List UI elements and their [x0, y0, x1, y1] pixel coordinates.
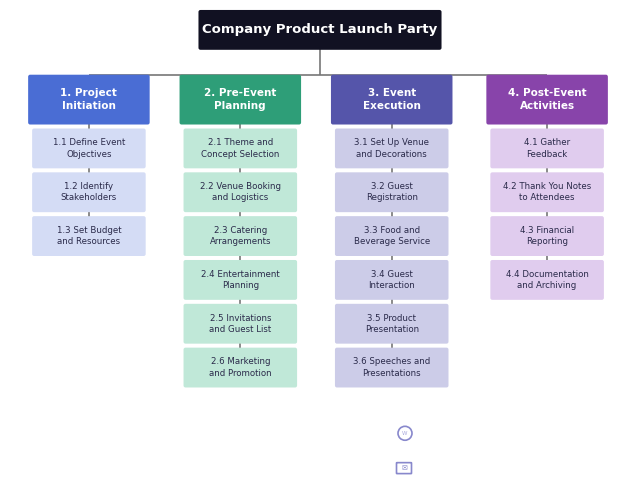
FancyBboxPatch shape — [184, 304, 297, 344]
Text: 2.2 Venue Booking
and Logistics: 2.2 Venue Booking and Logistics — [200, 182, 281, 202]
Text: 3.3 Food and
Beverage Service: 3.3 Food and Beverage Service — [353, 226, 430, 247]
Text: 2.3 Catering
Arrangements: 2.3 Catering Arrangements — [209, 226, 271, 247]
FancyBboxPatch shape — [184, 260, 297, 300]
FancyBboxPatch shape — [335, 172, 449, 212]
Text: 4. Post-Event
Activities: 4. Post-Event Activities — [508, 88, 586, 111]
FancyBboxPatch shape — [490, 172, 604, 212]
Text: 2.5 Invitations
and Guest List: 2.5 Invitations and Guest List — [209, 313, 271, 334]
Text: 4.2 Thank You Notes
to Attendees: 4.2 Thank You Notes to Attendees — [503, 182, 591, 202]
FancyBboxPatch shape — [490, 216, 604, 256]
Text: 4.1 Gather
Feedback: 4.1 Gather Feedback — [524, 138, 570, 158]
Text: 4.4 Documentation
and Archiving: 4.4 Documentation and Archiving — [506, 270, 589, 290]
FancyBboxPatch shape — [335, 304, 449, 344]
FancyBboxPatch shape — [335, 260, 449, 300]
Text: 2.1 Theme and
Concept Selection: 2.1 Theme and Concept Selection — [201, 138, 280, 158]
Text: 3.5 Product
Presentation: 3.5 Product Presentation — [365, 313, 419, 334]
FancyBboxPatch shape — [184, 216, 297, 256]
Text: Company Product Launch Party: Company Product Launch Party — [202, 23, 438, 37]
Text: vocation: vocation — [568, 472, 612, 482]
Text: 1.3 Set Budget
and Resources: 1.3 Set Budget and Resources — [56, 226, 121, 247]
Text: 1. Project
Initiation: 1. Project Initiation — [60, 88, 117, 111]
FancyBboxPatch shape — [331, 75, 452, 125]
FancyBboxPatch shape — [335, 129, 449, 168]
Text: 1.1 Define Event
Objectives: 1.1 Define Event Objectives — [52, 138, 125, 158]
FancyBboxPatch shape — [32, 216, 146, 256]
Text: 2.6 Marketing
and Promotion: 2.6 Marketing and Promotion — [209, 357, 271, 378]
FancyBboxPatch shape — [198, 10, 442, 50]
Text: 3.1 Set Up Venue
and Decorations: 3.1 Set Up Venue and Decorations — [354, 138, 429, 158]
Text: 2. Pre-Event
Planning: 2. Pre-Event Planning — [204, 88, 276, 111]
Text: ✉: ✉ — [402, 465, 408, 471]
Text: 2.4 Entertainment
Planning: 2.4 Entertainment Planning — [201, 270, 280, 290]
FancyBboxPatch shape — [180, 75, 301, 125]
FancyBboxPatch shape — [486, 75, 608, 125]
FancyBboxPatch shape — [184, 129, 297, 168]
Text: 1.2 Identify
Stakeholders: 1.2 Identify Stakeholders — [61, 182, 117, 202]
Text: 3. Event
Execution: 3. Event Execution — [363, 88, 420, 111]
Text: W: W — [403, 431, 408, 436]
Text: Company Product Launch Party: Company Product Launch Party — [18, 440, 350, 458]
Text: 4.3 Financial
Reporting: 4.3 Financial Reporting — [520, 226, 574, 247]
FancyBboxPatch shape — [32, 129, 146, 168]
FancyBboxPatch shape — [184, 172, 297, 212]
FancyBboxPatch shape — [335, 347, 449, 388]
FancyBboxPatch shape — [184, 347, 297, 388]
FancyBboxPatch shape — [490, 260, 604, 300]
FancyBboxPatch shape — [490, 129, 604, 168]
Text: 3.2 Guest
Registration: 3.2 Guest Registration — [365, 182, 418, 202]
Text: www.vocation.com: www.vocation.com — [419, 428, 511, 438]
FancyBboxPatch shape — [28, 75, 150, 125]
FancyBboxPatch shape — [335, 216, 449, 256]
FancyBboxPatch shape — [32, 172, 146, 212]
Text: 3.6 Speeches and
Presentations: 3.6 Speeches and Presentations — [353, 357, 430, 378]
Text: 3.4 Guest
Interaction: 3.4 Guest Interaction — [369, 270, 415, 290]
Text: info@vocation.com: info@vocation.com — [419, 463, 513, 473]
